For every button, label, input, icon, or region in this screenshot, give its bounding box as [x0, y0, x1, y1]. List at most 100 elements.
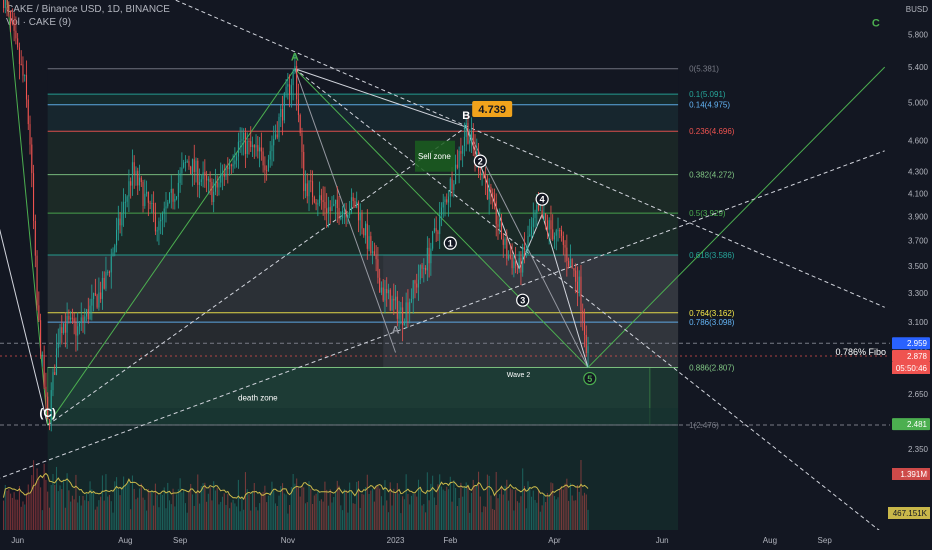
candle-body	[124, 201, 126, 203]
volume-bar	[223, 493, 225, 530]
candle-body	[425, 267, 427, 271]
candle-body	[583, 321, 586, 335]
candle-body	[84, 316, 86, 322]
candle-body	[326, 208, 328, 213]
volume-bar	[500, 485, 503, 530]
volume-bar	[555, 499, 557, 530]
wave-line	[294, 68, 397, 353]
volume-bar	[59, 485, 61, 530]
volume-bar	[292, 474, 294, 530]
candle-body	[112, 252, 114, 257]
volume-bar	[361, 493, 363, 530]
volume-bar	[177, 489, 179, 530]
dashed-trend	[173, 0, 885, 308]
volume-bar	[529, 488, 531, 530]
candle-body	[557, 230, 559, 232]
volume-bar	[308, 481, 310, 530]
candle-body	[144, 193, 146, 206]
candle-body	[576, 281, 578, 294]
volume-bar	[546, 492, 548, 530]
candle-body	[433, 228, 435, 232]
candle-body	[75, 322, 77, 336]
volume-bar	[455, 487, 457, 530]
candle-body	[317, 203, 319, 205]
volume-bar	[41, 510, 43, 530]
candle-body	[253, 144, 255, 148]
volume-bar	[421, 505, 423, 530]
fib-band	[47, 94, 679, 105]
fib-band	[47, 213, 679, 256]
volume-bar	[428, 500, 430, 530]
volume-bar	[578, 491, 580, 530]
candle-body	[168, 192, 171, 203]
volume-bar	[333, 496, 335, 530]
volume-bar	[260, 493, 262, 530]
candle-body	[22, 64, 24, 76]
volume-bar	[451, 501, 453, 530]
volume-bar	[453, 480, 455, 530]
candle-body	[573, 268, 575, 271]
fib-label: 0.786(3.098)	[689, 318, 735, 327]
volume-bar	[359, 507, 361, 530]
candle-body	[361, 212, 363, 229]
candle-body	[20, 64, 22, 66]
candle-body	[476, 151, 478, 157]
volume-bar	[287, 513, 289, 530]
candle-body	[338, 208, 340, 220]
candle-body	[342, 210, 344, 218]
candle-body	[40, 320, 42, 357]
volume-bar	[522, 468, 524, 530]
price-tick: 2.650	[908, 390, 929, 399]
time-axis	[0, 530, 890, 550]
candle-body	[417, 279, 420, 288]
candle-body	[197, 160, 199, 185]
volume-bar	[417, 479, 420, 530]
wave-circle-label: 1	[448, 239, 453, 249]
candle-body	[243, 132, 245, 140]
volume-bar	[204, 482, 206, 530]
volume-bar	[356, 481, 358, 530]
volume-bar	[33, 460, 35, 530]
volume-bar	[290, 487, 292, 530]
volume-bar	[271, 481, 273, 530]
volume-bar	[568, 500, 570, 530]
candle-body	[70, 317, 72, 320]
candle-body	[244, 132, 246, 154]
volume-bar	[147, 489, 149, 530]
fib-label: 0.618(3.586)	[689, 251, 735, 260]
volume-bar	[193, 505, 195, 530]
candle-body	[271, 145, 273, 152]
volume-bar	[465, 482, 467, 530]
candle-body	[239, 140, 241, 142]
volume-bar	[396, 483, 398, 530]
candle-body	[176, 196, 178, 199]
volume-bar	[255, 507, 257, 530]
volume-bar	[11, 497, 13, 530]
volume-bar	[161, 494, 163, 530]
volume-bar	[463, 486, 465, 530]
candle-body	[68, 316, 70, 320]
candle-body	[237, 141, 239, 157]
candle-body	[456, 164, 458, 168]
candle-body	[448, 196, 450, 203]
candle-body	[154, 212, 156, 232]
volume-bar	[10, 493, 12, 530]
volume-ma-line	[3, 472, 589, 501]
volume-bar	[237, 479, 239, 530]
volume-bar	[326, 489, 328, 530]
volume-tag	[892, 468, 930, 480]
volume-bar	[110, 501, 112, 530]
volume-bar	[94, 509, 96, 530]
wave-circle	[535, 192, 549, 206]
candle-body	[47, 396, 49, 420]
candle-body	[490, 186, 492, 193]
volume-bar	[17, 499, 19, 530]
volume-bar	[342, 510, 344, 530]
volume-bar	[502, 494, 504, 530]
indicator-title: Vol · CAKE (9)	[6, 17, 72, 28]
candle-body	[282, 108, 284, 121]
candle-body	[36, 255, 38, 306]
volume-bar	[506, 479, 508, 530]
candle-body	[163, 208, 165, 214]
